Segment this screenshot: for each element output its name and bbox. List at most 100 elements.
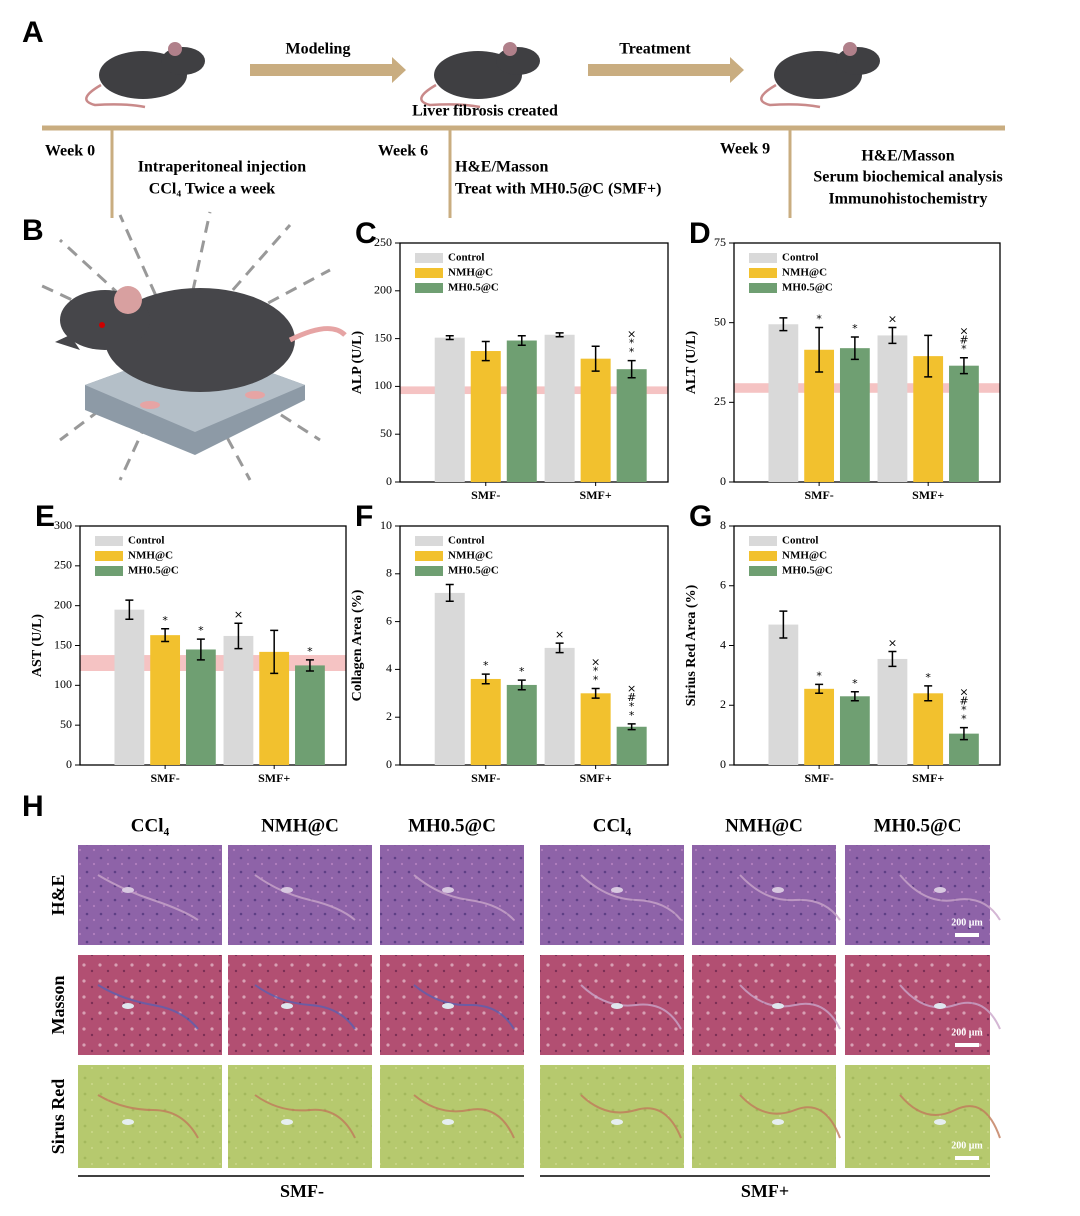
y-tick-label: 2 <box>386 709 392 723</box>
significance-marker: × <box>959 686 968 699</box>
legend-swatch <box>749 551 777 561</box>
error-bar <box>125 599 134 620</box>
significance-marker: * <box>629 700 635 713</box>
error-bar <box>481 673 490 685</box>
y-tick-label: 0 <box>386 474 392 488</box>
x-tick-label: SMF- <box>150 771 179 785</box>
significance-marker: * <box>519 665 525 678</box>
bar <box>544 334 575 482</box>
micrograph <box>845 845 990 945</box>
bar <box>877 658 908 765</box>
bar <box>839 348 870 482</box>
significance-marker: * <box>593 674 599 687</box>
y-tick-label: 0 <box>386 757 392 771</box>
micrograph <box>228 1065 372 1168</box>
significance-marker: × <box>627 682 636 695</box>
micrograph <box>228 955 372 1055</box>
micrograph-feature <box>580 1094 682 1139</box>
micrograph-vessel <box>442 1003 454 1009</box>
micrograph-vessel <box>934 887 946 893</box>
error-bar <box>305 659 314 672</box>
legend-label: MH0.5@C <box>782 282 833 294</box>
arrows <box>250 57 744 83</box>
error-bar <box>815 683 824 695</box>
scale-bar-label: 200 μm <box>951 1140 983 1151</box>
significance-marker: * <box>961 713 967 726</box>
y-tick-label: 0 <box>720 757 726 771</box>
micrograph-feature <box>97 874 199 921</box>
bar <box>616 726 647 765</box>
y-tick-label: 8 <box>386 566 392 580</box>
y-tick-label: 200 <box>374 283 392 297</box>
y-tick-label: 10 <box>380 518 392 532</box>
y-tick-label: 50 <box>380 426 392 440</box>
significance-marker: × <box>591 656 600 669</box>
scale-bar-label: 200 μm <box>951 1027 983 1038</box>
legend-label: MH0.5@C <box>448 565 499 577</box>
mice <box>85 42 880 109</box>
y-tick-label: 250 <box>54 558 72 572</box>
significance-marker: * <box>816 312 822 325</box>
significance-marker: # <box>627 691 636 704</box>
arrow-label: Modeling <box>286 41 351 58</box>
y-tick-label: 25 <box>714 394 726 408</box>
error-bar <box>850 336 859 361</box>
y-tick-label: 4 <box>720 637 726 651</box>
panel-label: C <box>355 217 377 250</box>
panel-label: F <box>355 500 373 533</box>
significance-marker: * <box>198 624 204 637</box>
significance-marker: * <box>593 665 599 678</box>
legend-label: NMH@C <box>782 267 827 279</box>
error-bar <box>888 326 897 345</box>
micrograph-feature <box>580 984 682 1030</box>
error-bar <box>161 628 170 643</box>
y-tick-label: 250 <box>374 235 392 249</box>
week: Week 6 <box>378 143 428 160</box>
micrograph <box>845 1065 990 1168</box>
error-bar <box>481 340 490 362</box>
error-bar <box>627 359 636 379</box>
y-axis-label: AST (U/L) <box>30 614 45 677</box>
legend-label: NMH@C <box>448 550 493 562</box>
legend-swatch <box>415 268 443 278</box>
bar <box>768 624 799 765</box>
significance-marker: × <box>888 312 897 325</box>
x-tick-label: SMF+ <box>912 771 944 785</box>
legend-label: MH0.5@C <box>128 565 179 577</box>
stage-text: Treat with MH0.5@C (SMF+) <box>455 181 661 198</box>
x-tick-label: SMF+ <box>580 488 612 502</box>
bar <box>616 369 647 482</box>
x-tick-label: SMF- <box>804 771 833 785</box>
column-header: MH0.5@C <box>874 815 962 836</box>
column-header: CCl₄ <box>593 815 632 836</box>
micrograph-feature <box>899 1094 1001 1139</box>
micrograph <box>78 1065 222 1168</box>
micrograph-vessel <box>122 1119 134 1125</box>
y-tick-label: 0 <box>66 757 72 771</box>
error-bar <box>445 334 454 341</box>
bar <box>913 693 944 765</box>
micrograph-vessel <box>442 887 454 893</box>
stage-text: Intraperitoneal injection <box>138 159 307 176</box>
y-tick-label: 8 <box>720 518 726 532</box>
micrograph <box>380 1065 524 1168</box>
micrograph-feature <box>739 874 841 921</box>
row-label: Masson <box>48 975 68 1034</box>
significance-marker: # <box>959 334 968 347</box>
micrograph-vessel <box>611 1003 623 1009</box>
legend-swatch <box>749 268 777 278</box>
y-tick-label: 200 <box>54 597 72 611</box>
micrograph-feature <box>899 984 1001 1030</box>
error-bar <box>555 332 564 338</box>
micrograph-vessel <box>122 1003 134 1009</box>
significance-marker: * <box>961 343 967 356</box>
bar <box>580 358 611 482</box>
bar <box>470 678 501 765</box>
legend-swatch <box>749 253 777 263</box>
legend-swatch <box>95 536 123 546</box>
error-bar <box>445 583 454 603</box>
bar <box>580 693 611 765</box>
x-tick-label: SMF+ <box>258 771 290 785</box>
error-bar <box>959 726 968 741</box>
significance-marker: * <box>307 645 313 658</box>
